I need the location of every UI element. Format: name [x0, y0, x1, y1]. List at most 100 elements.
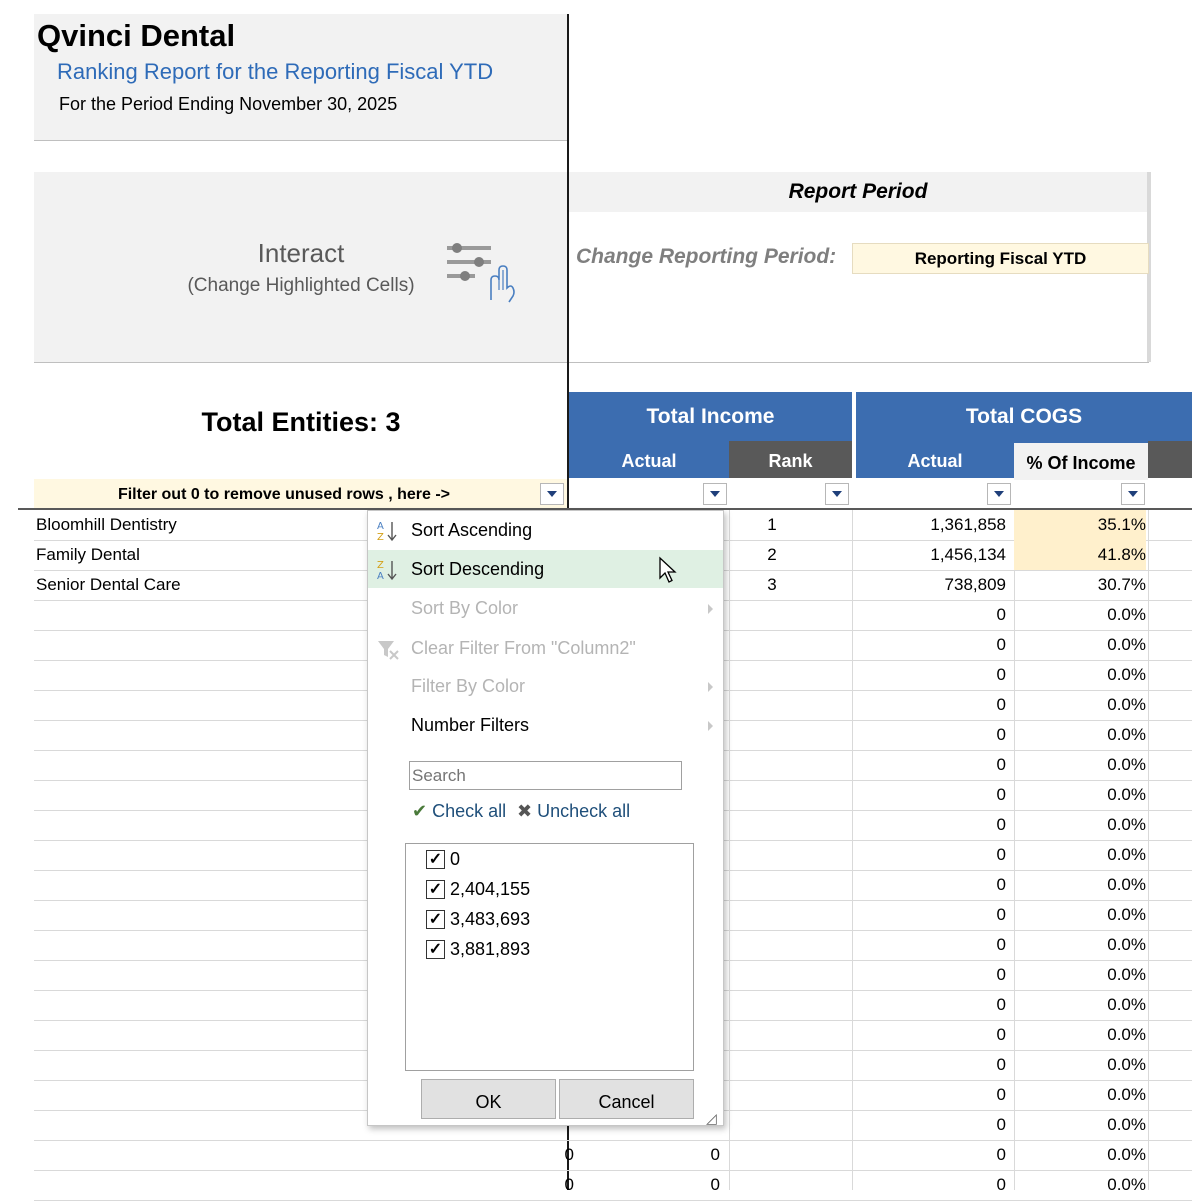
col-sep	[1014, 510, 1015, 1190]
pct-income-cell: 0.0%	[1107, 995, 1146, 1014]
checkbox-checked-icon[interactable]: ✓	[426, 940, 445, 959]
filter-dropdown-income-actual[interactable]	[703, 483, 727, 505]
entity-name: Bloomhill Dentistry	[36, 515, 177, 534]
pct-income-cell: 41.8%	[1014, 540, 1146, 570]
income-rank-cell: 0	[710, 1145, 720, 1164]
change-period-label: Change Reporting Period:	[576, 245, 837, 268]
col-sep	[1148, 510, 1149, 1190]
rank-cell: 1	[767, 515, 777, 534]
sort-ascending-icon: A Z	[377, 521, 397, 543]
uncheck-all-link[interactable]: ✖ Uncheck all	[517, 801, 630, 822]
pct-income-cell: 0.0%	[1107, 1115, 1146, 1134]
income-actual-cell: 0	[564, 1145, 574, 1164]
sort-ascending-item[interactable]: A Z Sort Ascending	[368, 511, 723, 549]
cogs-actual-cell: 0	[996, 695, 1006, 714]
sort-descending-label: Sort Descending	[411, 559, 545, 579]
submenu-arrow-icon	[708, 682, 713, 692]
pct-income-cell: 0.0%	[1107, 875, 1146, 894]
cogs-actual-cell: 0	[996, 1145, 1006, 1164]
cogs-actual-cell: 0	[996, 1025, 1006, 1044]
pct-income-cell: 0.0%	[1107, 605, 1146, 624]
pct-income-cell: 0.0%	[1107, 785, 1146, 804]
pct-income-cell: 0.0%	[1107, 635, 1146, 654]
cogs-actual-cell: 0	[996, 905, 1006, 924]
cogs-actual-cell: 0	[996, 845, 1006, 864]
svg-text:Z: Z	[377, 532, 384, 543]
clear-filter-item[interactable]: Clear Filter From "Column2"	[368, 629, 723, 667]
cogs-actual-cell: 0	[996, 605, 1006, 624]
cogs-pct-header: % Of Income	[1014, 441, 1148, 480]
svg-text:A: A	[377, 521, 384, 532]
filter-row	[34, 479, 567, 509]
pct-income-cell: 0.0%	[1107, 665, 1146, 684]
pct-income-cell: 0.0%	[1107, 905, 1146, 924]
sliders-hand-icon	[447, 243, 515, 303]
table-header-border	[18, 508, 1192, 510]
x-icon: ✖	[517, 801, 533, 821]
period-label: For the Period Ending November 30, 2025	[59, 94, 398, 114]
search-input[interactable]	[409, 761, 682, 790]
filter-dropdown-pct[interactable]	[1121, 483, 1145, 505]
number-filters-item[interactable]: Number Filters	[368, 706, 723, 744]
table-row: 0 0 0 0.0%	[34, 1170, 1192, 1201]
pct-income-cell: 0.0%	[1107, 1175, 1146, 1194]
sort-by-color-label: Sort By Color	[411, 598, 519, 618]
company-name: Qvinci Dental	[37, 18, 236, 53]
entity-name: Senior Dental Care	[36, 575, 181, 594]
total-cogs-header: Total COGS	[856, 392, 1192, 441]
resize-grip-icon[interactable]: ◿	[706, 1110, 717, 1126]
cogs-actual-cell: 1,456,134	[930, 545, 1006, 564]
checkbox-checked-icon[interactable]: ✓	[426, 850, 445, 869]
pct-income-cell: 0.0%	[1107, 815, 1146, 834]
ok-button[interactable]: OK	[421, 1079, 556, 1119]
pct-income-cell: 0.0%	[1107, 845, 1146, 864]
checkbox-checked-icon[interactable]: ✓	[426, 910, 445, 929]
pct-income-cell: 35.1%	[1014, 510, 1146, 540]
cogs-actual-cell: 0	[996, 875, 1006, 894]
mouse-cursor-icon	[659, 556, 677, 583]
cogs-actual-cell: 0	[996, 665, 1006, 684]
report-period-title: Report Period	[788, 180, 928, 203]
filter-by-color-label: Filter By Color	[411, 676, 526, 696]
header-separator	[852, 392, 856, 478]
header-divider	[34, 140, 567, 141]
report-title: Ranking Report for the Reporting Fiscal …	[57, 59, 494, 84]
number-filters-label: Number Filters	[411, 715, 530, 735]
sort-ascending-label: Sort Ascending	[411, 520, 533, 540]
checkbox-checked-icon[interactable]: ✓	[426, 880, 445, 899]
interact-divider	[34, 362, 567, 363]
uncheck-all-label: Uncheck all	[537, 801, 631, 821]
filter-dropdown-name[interactable]	[540, 483, 564, 505]
check-all-link[interactable]: ✔ Check all	[412, 801, 506, 822]
cogs-actual-header: Actual	[856, 441, 1014, 478]
pct-income-cell: 0.0%	[1107, 1145, 1146, 1164]
clear-filter-label: Clear Filter From "Column2"	[411, 638, 636, 658]
filter-hint: Filter out 0 to remove unused rows , her…	[117, 486, 451, 503]
filter-dropdown-cogs-actual[interactable]	[987, 483, 1011, 505]
rank-cell: 2	[767, 545, 777, 564]
pct-income-cell: 0.0%	[1107, 695, 1146, 714]
pct-income-cell: 0.0%	[1107, 935, 1146, 954]
pct-income-cell: 0.0%	[1107, 965, 1146, 984]
filter-by-color-item[interactable]: Filter By Color	[368, 667, 723, 705]
cogs-actual-cell: 1,361,858	[930, 515, 1006, 534]
col-sep	[729, 510, 730, 1190]
total-entities: Total Entities: 3	[201, 407, 401, 437]
reporting-period-cell[interactable]: Reporting Fiscal YTD	[852, 243, 1149, 274]
cogs-actual-cell: 0	[996, 785, 1006, 804]
interact-subtitle: (Change Highlighted Cells)	[187, 275, 415, 296]
sort-descending-item[interactable]: Z A Sort Descending	[368, 550, 723, 588]
submenu-arrow-icon	[708, 721, 713, 731]
pct-income-cell: 0.0%	[1107, 1055, 1146, 1074]
cogs-actual-cell: 0	[996, 725, 1006, 744]
sort-by-color-item[interactable]: Sort By Color	[368, 589, 723, 627]
cancel-button[interactable]: Cancel	[559, 1079, 694, 1119]
cogs-actual-cell: 738,809	[944, 575, 1006, 594]
income-actual-cell: 0	[564, 1175, 574, 1194]
filter-dropdown-rank[interactable]	[825, 483, 849, 505]
filter-value-list[interactable]	[405, 843, 694, 1071]
total-income-header: Total Income	[569, 392, 852, 441]
check-all-label: Check all	[432, 801, 507, 821]
next-column-header	[1148, 441, 1192, 478]
report-period-border	[1147, 172, 1151, 362]
